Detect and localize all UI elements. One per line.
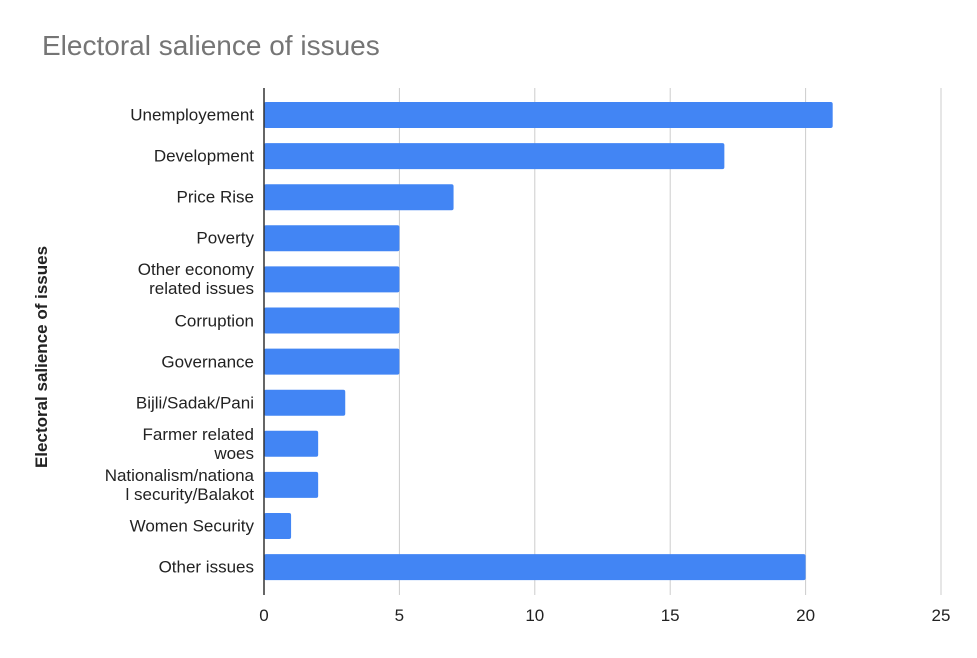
category-label: Women Security: [129, 516, 254, 536]
category-label: Other issues: [158, 557, 254, 577]
x-tick-label: 0: [259, 606, 269, 625]
category-label: Governance: [161, 352, 254, 372]
category-label: Corruption: [174, 311, 254, 330]
category-label: Bijli/Sadak/Pani: [135, 393, 254, 413]
bar: [264, 225, 400, 252]
bar: [264, 389, 346, 416]
bar: [264, 143, 725, 170]
bar: [264, 554, 806, 581]
category-label: Poverty: [196, 228, 254, 248]
chart-title: Electoral salience of issues: [42, 30, 380, 61]
bar: [264, 348, 400, 375]
bar: [264, 471, 319, 498]
bar: [264, 513, 292, 539]
bar: [264, 266, 400, 293]
x-tick-label: 5: [394, 606, 405, 625]
bar: [264, 430, 319, 457]
bar: [264, 307, 400, 334]
x-tick-label: 20: [796, 606, 816, 625]
x-tick-label: 10: [525, 606, 545, 625]
category-label: Farmer related woes: [142, 424, 254, 463]
category-label: Other economy related issues: [137, 260, 254, 299]
x-tick-label: 25: [931, 606, 951, 625]
category-label: Unemployement: [130, 105, 254, 125]
bar: [264, 184, 454, 211]
category-label: Development: [153, 146, 254, 166]
category-label: Nationalism/nationa l security/Balakot: [104, 465, 254, 504]
category-label: Price Rise: [176, 187, 254, 207]
bar: [264, 102, 833, 128]
x-tick-label: 15: [660, 606, 680, 625]
